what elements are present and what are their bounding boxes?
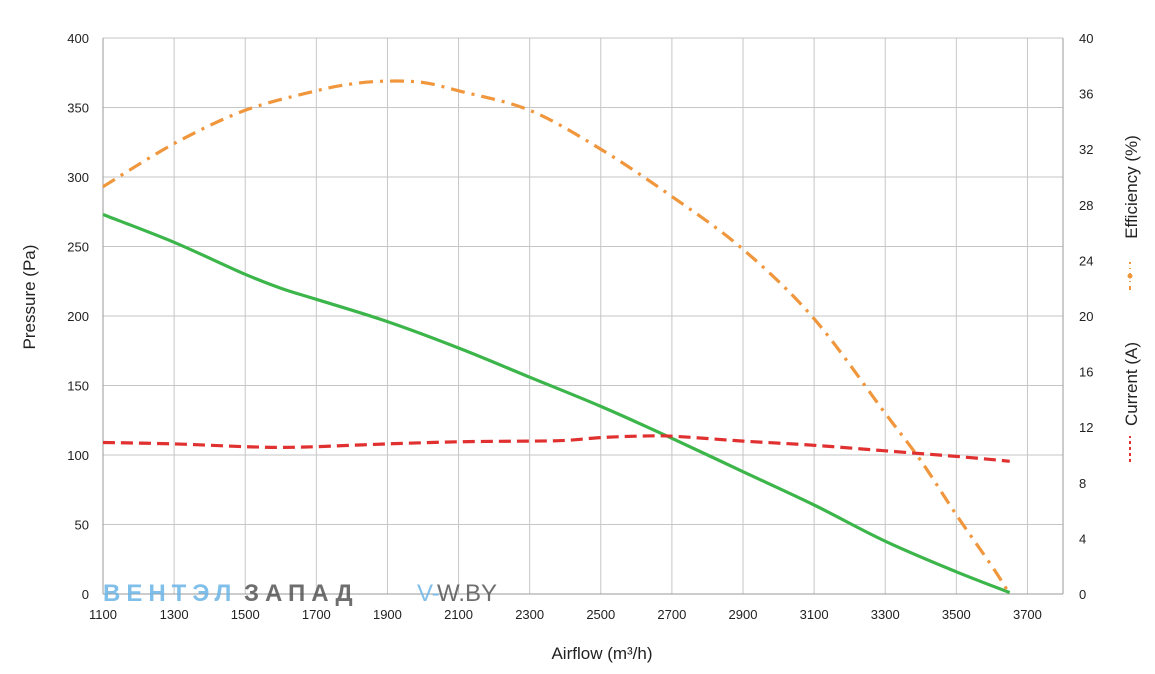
- y2-tick-label: 40: [1079, 31, 1093, 46]
- watermark-part1: ВЕНТЭЛ: [103, 580, 237, 607]
- y2-tick-label: 16: [1079, 365, 1093, 380]
- y-tick-label: 0: [82, 587, 89, 602]
- y-tick-labels: 0 50 100 150 200 250 300 350 400: [67, 31, 89, 602]
- watermark-part3: V-: [417, 580, 440, 607]
- watermark-part4: W.BY: [437, 580, 497, 607]
- y-tick-label: 250: [67, 240, 89, 255]
- y-tick-label: 50: [75, 518, 89, 533]
- y-tick-label: 100: [67, 448, 89, 463]
- x-tick-label: 2300: [515, 607, 544, 622]
- watermark: ВЕНТЭЛ ЗАПАД V- W.BY: [103, 580, 497, 607]
- x-tick-label: 3100: [800, 607, 829, 622]
- x-tick-label: 1900: [373, 607, 402, 622]
- y-tick-label: 350: [67, 101, 89, 116]
- y2-tick-label: 28: [1079, 198, 1093, 213]
- watermark-part2: ЗАПАД: [244, 580, 359, 607]
- y-tick-label: 300: [67, 170, 89, 185]
- y2-tick-label: 20: [1079, 309, 1093, 324]
- series-line-efficiency: [102, 79, 1012, 595]
- x-tick-label: 3500: [942, 607, 971, 622]
- x-tick-label: 1500: [231, 607, 260, 622]
- y2-tick-label: 4: [1079, 531, 1086, 546]
- legend-current-label: Current (A): [1122, 342, 1141, 426]
- chart-series: [102, 79, 1012, 595]
- x-tick-label: 3300: [871, 607, 900, 622]
- x-tick-label: 1300: [160, 607, 189, 622]
- x-tick-label: 3700: [1013, 607, 1042, 622]
- y2-tick-label: 0: [1079, 587, 1086, 602]
- series-line-pressure: [102, 213, 1011, 595]
- x-axis-title: Airflow (m³/h): [551, 644, 652, 663]
- y2-tick-label: 8: [1079, 476, 1086, 491]
- y2-tick-label: 24: [1079, 253, 1093, 268]
- x-tick-label: 2700: [657, 607, 686, 622]
- y-tick-label: 150: [67, 379, 89, 394]
- x-tick-label: 2100: [444, 607, 473, 622]
- y-axis-title: Pressure (Pa): [20, 245, 39, 350]
- x-tick-label: 2900: [729, 607, 758, 622]
- x-tick-labels: 1100 1300 1500 1700 1900 2100 2300 2500 2700 2900…: [89, 607, 1042, 622]
- y2-tick-label: 12: [1079, 420, 1093, 435]
- chart-grid: [102, 37, 1064, 595]
- y-tick-label: 200: [67, 309, 89, 324]
- y-tick-label: 400: [67, 31, 89, 46]
- x-tick-label: 1100: [89, 607, 117, 622]
- legend-efficiency-label: Efficiency (%): [1122, 135, 1141, 239]
- y2-tick-label: 36: [1079, 87, 1093, 102]
- legend: Efficiency (%) Current (A): [1122, 135, 1141, 462]
- x-tick-label: 1700: [302, 607, 331, 622]
- x-tick-label: 2500: [586, 607, 615, 622]
- series-line-current: [102, 434, 1010, 463]
- y2-tick-label: 32: [1079, 142, 1093, 157]
- y2-tick-labels: 0 4 8 12 16 20 24 28 32 36 40: [1079, 31, 1093, 602]
- legend-efficiency-marker: [1127, 273, 1133, 279]
